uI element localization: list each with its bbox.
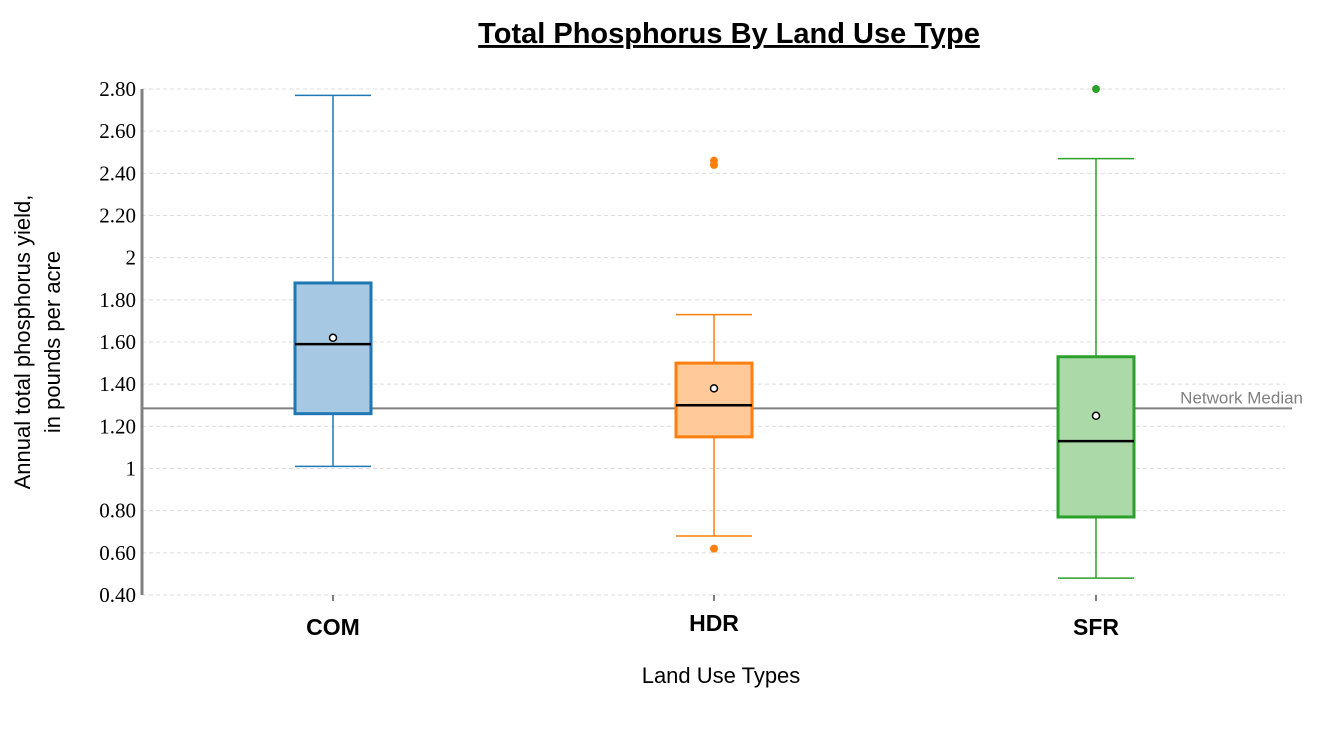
box-hdr bbox=[674, 156, 754, 553]
x-tick-label-hdr: HDR bbox=[689, 610, 739, 636]
mean-marker bbox=[709, 384, 719, 393]
y-axis-label-line-1: Annual total phosphorus yield, bbox=[10, 195, 35, 490]
network-median-label: Network Median bbox=[1180, 388, 1303, 407]
x-tick-label-com: COM bbox=[306, 614, 360, 640]
outlier-point bbox=[1092, 85, 1100, 93]
x-axis-ticks: COM HDR SFR bbox=[306, 595, 1119, 640]
y-axis-label-line-2: in pounds per acre bbox=[40, 251, 65, 433]
x-axis-label: Land Use Types bbox=[642, 663, 801, 688]
chart-title: Total Phosphorus By Land Use Type bbox=[478, 18, 980, 50]
outlier-point bbox=[710, 544, 718, 553]
box-sfr bbox=[1056, 85, 1136, 579]
y-tick-label: 2 bbox=[126, 246, 137, 270]
y-tick-label: 0.80 bbox=[99, 499, 136, 523]
y-tick-label: 2.60 bbox=[99, 119, 136, 143]
outlier-point bbox=[710, 156, 718, 165]
y-tick-label: 1.80 bbox=[99, 288, 136, 312]
mean-marker bbox=[1091, 411, 1101, 421]
y-tick-label: 2.80 bbox=[99, 77, 136, 101]
y-tick-label: 0.60 bbox=[99, 541, 136, 565]
y-axis-ticks: 0.40 0.60 0.80 1 1.20 1.40 1.60 1.80 2 2.20 2.40 2.… bbox=[99, 77, 136, 607]
iqr-box bbox=[674, 361, 754, 439]
mean-marker bbox=[328, 333, 338, 343]
y-tick-label: 0.40 bbox=[99, 583, 136, 607]
iqr-box bbox=[293, 281, 373, 416]
x-tick-label-sfr: SFR bbox=[1073, 614, 1119, 640]
y-tick-label: 1.40 bbox=[99, 372, 136, 396]
y-tick-label: 1.20 bbox=[99, 414, 136, 438]
y-tick-label: 1.60 bbox=[99, 330, 136, 354]
y-tick-label: 2.40 bbox=[99, 161, 136, 185]
box-series bbox=[293, 85, 1136, 579]
y-tick-label: 2.20 bbox=[99, 204, 136, 228]
y-tick-label: 1 bbox=[126, 457, 137, 481]
box-com bbox=[293, 94, 373, 468]
iqr-box bbox=[1056, 355, 1136, 519]
